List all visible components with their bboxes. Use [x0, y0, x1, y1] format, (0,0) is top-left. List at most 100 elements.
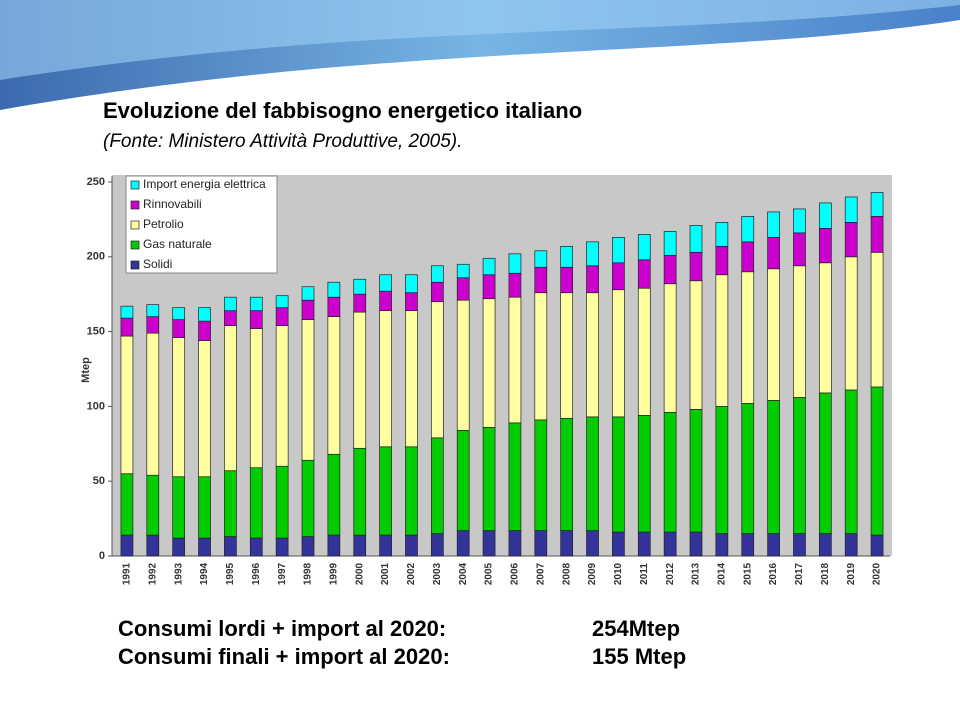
bar-segment	[818, 228, 832, 264]
bar-segment	[275, 295, 289, 309]
bar-segment	[534, 250, 548, 268]
note-label: Consumi finali + import al 2020:	[118, 644, 450, 669]
bar-segment	[793, 208, 806, 234]
y-axis-label: Mtep	[80, 357, 92, 383]
bar-segment	[689, 251, 703, 282]
bar-segment	[689, 225, 703, 253]
bar-segment	[379, 274, 392, 292]
bar-segment	[224, 470, 237, 537]
bar-segment	[612, 262, 625, 291]
bar-segment	[844, 222, 858, 258]
legend-swatch	[130, 260, 140, 270]
x-tick-label: 2009	[587, 562, 598, 585]
bar-segment	[586, 416, 599, 531]
bar-segment	[637, 259, 651, 289]
x-tick-label: 1994	[199, 562, 210, 585]
bar-segment	[870, 216, 884, 253]
bar-segment	[353, 278, 367, 295]
bar-segment	[405, 310, 418, 448]
bar-segment	[275, 307, 289, 326]
bar-segment	[637, 234, 651, 261]
y-tick-label: 50	[93, 475, 105, 487]
bar-segment	[379, 290, 392, 312]
bar-segment	[172, 337, 186, 478]
bar-segment	[793, 232, 806, 267]
bar-segment	[767, 211, 780, 238]
bar-segment	[430, 437, 444, 534]
bar-segment	[637, 415, 651, 533]
bar-segment	[534, 530, 548, 557]
bar-segment	[586, 530, 599, 557]
x-tick-label: 1999	[329, 562, 340, 585]
bar-segment	[560, 292, 574, 419]
bar-segment	[612, 531, 625, 557]
bar-segment	[612, 289, 625, 418]
y-tick-label: 0	[99, 550, 105, 562]
bar-segment	[793, 397, 806, 534]
x-tick-label: 1995	[225, 562, 236, 585]
bar-segment	[741, 216, 755, 243]
bar-segment	[482, 426, 496, 531]
bar-segment	[844, 533, 858, 557]
x-tick-label: 1993	[173, 562, 184, 585]
bar-segment	[870, 386, 884, 536]
bar-segment	[663, 412, 677, 533]
note-value: 254Mtep	[592, 616, 680, 641]
y-tick-label: 200	[87, 251, 105, 263]
bar-segment	[120, 473, 134, 536]
bar-segment	[198, 537, 211, 557]
bar-segment	[508, 253, 522, 274]
bar-segment	[767, 533, 780, 557]
bar-segment	[405, 534, 418, 557]
bar-segment	[353, 293, 367, 313]
bar-segment	[198, 307, 211, 322]
bar-segment	[818, 533, 832, 557]
bar-segment	[353, 311, 367, 449]
bar-segment	[741, 533, 755, 557]
x-tick-label: 2008	[561, 562, 572, 585]
legend-label: Solidi	[143, 257, 172, 271]
bar-segment	[482, 298, 496, 428]
bar-segment	[120, 335, 134, 475]
bar-segment	[715, 222, 729, 247]
x-tick-label: 2006	[510, 562, 521, 585]
x-tick-label: 2012	[665, 562, 676, 585]
bar-segment	[430, 301, 444, 439]
y-tick-label: 100	[87, 400, 105, 412]
bar-segment	[249, 296, 263, 312]
bar-segment	[663, 231, 677, 256]
bar-segment	[689, 280, 703, 410]
bar-segment	[715, 245, 729, 276]
bar-segment	[508, 422, 522, 531]
x-tick-label: 2000	[354, 562, 365, 585]
bar-segment	[379, 310, 392, 448]
bar-segment	[327, 534, 341, 557]
bar-segment	[844, 256, 858, 391]
x-tick-label: 2014	[717, 562, 728, 585]
bar-segment	[120, 305, 134, 319]
bar-segment	[560, 418, 574, 531]
bar-segment	[249, 537, 263, 557]
bar-segment	[818, 202, 832, 229]
bar-segment	[146, 534, 160, 557]
x-tick-label: 2010	[613, 562, 624, 585]
bar-segment	[430, 533, 444, 557]
bar-segment	[249, 310, 263, 329]
bar-segment	[767, 268, 780, 401]
bar-segment	[586, 241, 599, 267]
bar-segment	[637, 287, 651, 416]
bar-segment	[870, 251, 884, 388]
bar-segment	[327, 296, 341, 317]
legend-swatch	[130, 180, 140, 190]
bar-segment	[275, 465, 289, 539]
bar-segment	[327, 316, 341, 455]
bar-segment	[198, 340, 211, 478]
bar-segment	[663, 531, 677, 557]
x-tick-label: 2004	[458, 562, 469, 585]
x-tick-label: 1992	[147, 562, 158, 585]
bar-segment	[767, 400, 780, 534]
bar-segment	[405, 292, 418, 312]
bar-segment	[379, 446, 392, 536]
bar-segment	[560, 245, 574, 268]
